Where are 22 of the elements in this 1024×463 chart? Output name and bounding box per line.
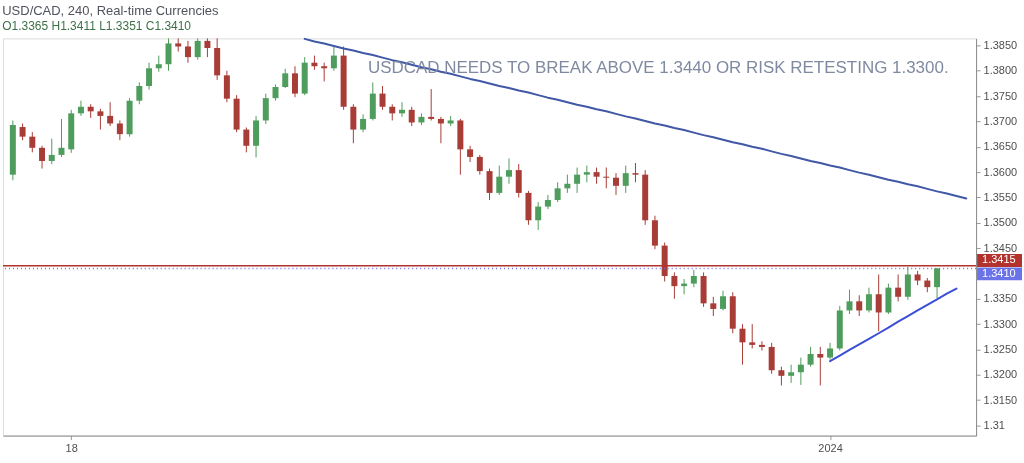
ref-line-label: 1.3415 bbox=[982, 253, 1016, 266]
y-tick-label: 1.3500 bbox=[983, 216, 1018, 229]
y-tick-label: 1.3200 bbox=[983, 368, 1018, 381]
y-tick-label: 1.3550 bbox=[983, 190, 1018, 203]
y-tick-label: 1.3750 bbox=[983, 89, 1018, 102]
y-tick-label: 1.31 bbox=[983, 418, 1005, 431]
y-tick-label: 1.3350 bbox=[983, 292, 1018, 305]
y-tick-label: 1.3850 bbox=[983, 38, 1018, 51]
x-tick-label: 18 bbox=[65, 442, 78, 455]
annotation: USDCAD NEEDS TO BREAK ABOVE 1.3440 OR RISK RETESTING 1.3300. bbox=[367, 58, 949, 78]
chart-subtitle: O1.3365 H1.3411 L1.3351 C1.3410 bbox=[2, 18, 192, 33]
y-tick-label: 1.3700 bbox=[983, 114, 1018, 127]
y-tick-label: 1.3800 bbox=[983, 64, 1018, 77]
ref-line-label: 1.3410 bbox=[982, 266, 1016, 279]
y-tick-label: 1.3450 bbox=[983, 241, 1018, 254]
y-tick-label: 1.3250 bbox=[983, 342, 1018, 355]
y-tick-label: 1.3600 bbox=[983, 165, 1018, 178]
y-tick-label: 1.3150 bbox=[983, 393, 1018, 406]
chart-title: USD/CAD, 240, Real-time Currencies bbox=[2, 2, 219, 18]
x-tick-label: 2024 bbox=[818, 442, 843, 455]
y-tick-label: 1.3300 bbox=[983, 317, 1018, 330]
y-tick-label: 1.3650 bbox=[983, 140, 1018, 153]
